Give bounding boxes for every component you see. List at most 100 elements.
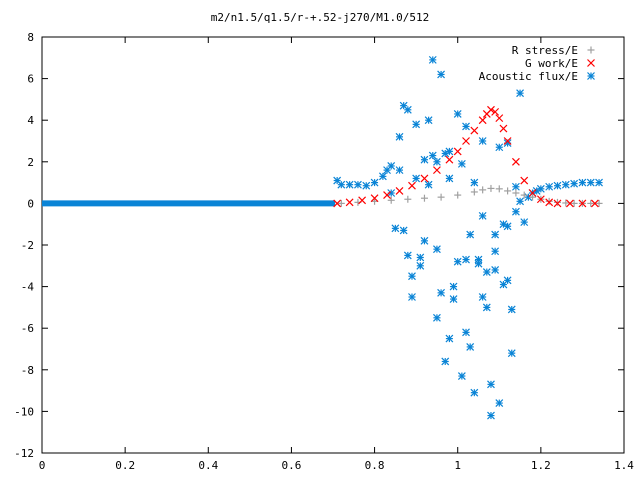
data-point <box>491 230 500 239</box>
data-point <box>487 184 495 192</box>
plot-frame <box>41 36 625 454</box>
data-point <box>590 199 599 208</box>
data-point <box>553 199 562 208</box>
series-2 <box>42 55 603 420</box>
x-tick-label: 0.2 <box>115 459 135 472</box>
data-point <box>487 411 495 420</box>
legend-symbol <box>587 46 595 54</box>
data-point <box>378 172 387 181</box>
data-point <box>399 226 408 235</box>
data-point <box>562 199 570 207</box>
data-point <box>337 199 345 207</box>
data-point <box>370 194 379 203</box>
data-point <box>511 157 520 166</box>
data-point <box>578 199 587 208</box>
y-tick-label: -2 <box>21 239 34 252</box>
data-marks <box>42 55 603 420</box>
data-point <box>433 245 441 254</box>
data-point <box>470 188 478 196</box>
data-point <box>503 137 512 145</box>
data-point <box>420 194 428 202</box>
data-point <box>358 196 367 205</box>
data-point <box>395 132 404 141</box>
x-tick-label: 0.4 <box>198 459 218 472</box>
legend-symbol <box>587 72 595 80</box>
data-point <box>424 116 433 125</box>
data-point <box>449 295 458 304</box>
data-point <box>536 184 545 193</box>
x-tick-label: 0.8 <box>365 459 385 472</box>
data-point <box>462 255 470 264</box>
data-point <box>404 195 412 203</box>
data-point <box>507 305 516 314</box>
data-point <box>420 174 429 183</box>
data-point <box>345 180 354 189</box>
data-point <box>333 199 342 208</box>
y-tick-label: -10 <box>14 405 34 418</box>
data-point <box>433 157 441 166</box>
data-point <box>511 207 520 216</box>
data-point <box>529 193 537 201</box>
data-point <box>491 247 500 256</box>
data-point <box>395 186 404 195</box>
data-point <box>408 181 416 190</box>
data-point <box>491 107 500 116</box>
data-point <box>495 185 503 193</box>
data-point <box>453 147 462 156</box>
data-point <box>470 388 479 397</box>
data-point <box>462 328 470 337</box>
data-point <box>516 89 524 98</box>
data-point <box>337 180 346 189</box>
data-point <box>528 189 537 197</box>
data-point <box>578 178 587 187</box>
data-point <box>507 349 516 358</box>
series-1 <box>333 105 599 208</box>
y-tick-label: 0 <box>27 197 34 210</box>
data-point <box>387 162 396 170</box>
data-point <box>478 116 487 125</box>
y-tick-label: 4 <box>27 114 34 127</box>
data-point <box>391 224 400 233</box>
data-point <box>445 155 454 164</box>
data-point <box>553 198 561 206</box>
y-tick-label: 2 <box>27 156 34 169</box>
data-point <box>345 198 354 207</box>
y-tick-label: 6 <box>27 73 34 86</box>
data-point <box>499 124 508 133</box>
data-point <box>595 199 603 207</box>
data-point <box>403 105 412 114</box>
data-point <box>437 288 446 297</box>
data-point <box>454 191 462 199</box>
data-point <box>428 55 437 64</box>
data-point <box>561 180 570 189</box>
data-point <box>412 120 421 129</box>
data-point <box>478 293 487 301</box>
data-point <box>504 187 512 195</box>
data-point <box>478 137 487 145</box>
data-point <box>395 166 404 175</box>
x-tick-label: 1.4 <box>614 459 634 472</box>
data-point <box>441 149 450 158</box>
x-tick-label: 1 <box>454 459 461 472</box>
data-point <box>370 178 379 187</box>
axis-ticks <box>41 36 625 454</box>
data-point <box>495 143 504 152</box>
data-point <box>437 193 445 201</box>
data-point <box>416 261 425 270</box>
data-point <box>520 218 529 227</box>
data-point <box>470 126 479 135</box>
data-point <box>595 178 603 187</box>
data-point <box>474 259 483 268</box>
data-point <box>570 199 578 207</box>
x-tick-label: 0 <box>39 459 46 472</box>
data-point <box>403 251 412 260</box>
data-point <box>587 199 595 207</box>
data-point <box>362 181 371 190</box>
data-point <box>482 303 491 312</box>
data-point <box>487 380 495 389</box>
data-point <box>433 313 441 322</box>
data-point <box>457 159 466 168</box>
data-point <box>495 114 504 123</box>
data-point <box>420 155 429 164</box>
